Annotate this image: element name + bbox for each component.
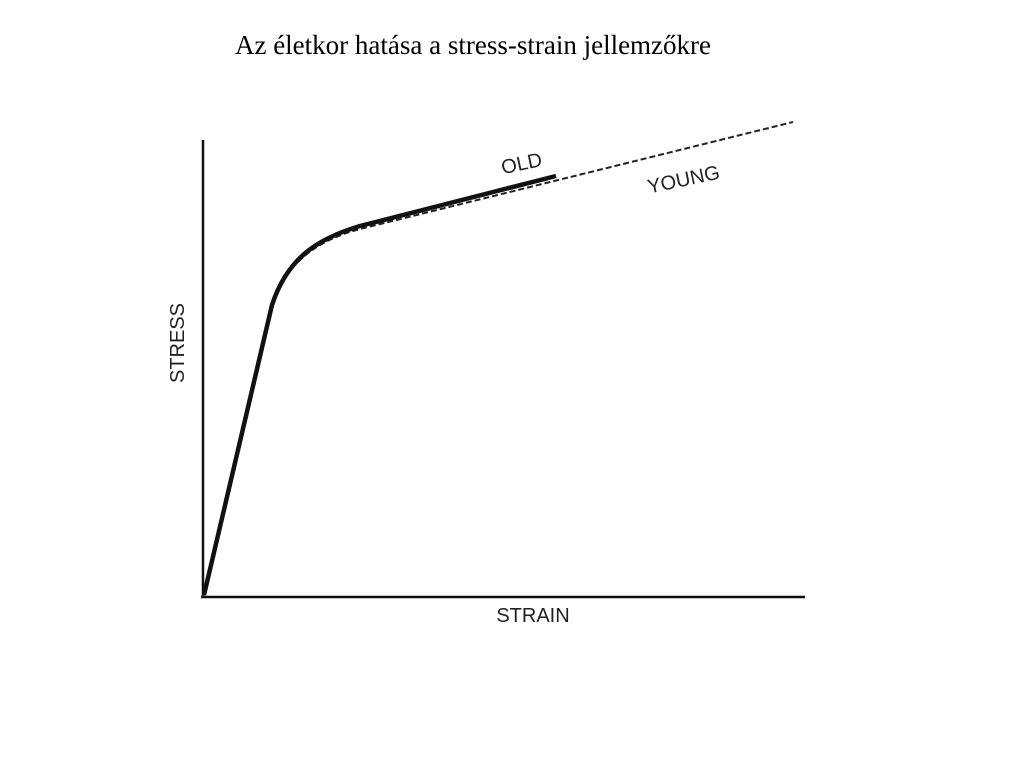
slide-title: Az életkor hatása a stress-strain jellem… <box>235 30 711 60</box>
x-axis-label: STRAIN <box>496 605 569 627</box>
old-curve <box>201 173 557 596</box>
y-axis-label: STRESS <box>167 303 189 383</box>
